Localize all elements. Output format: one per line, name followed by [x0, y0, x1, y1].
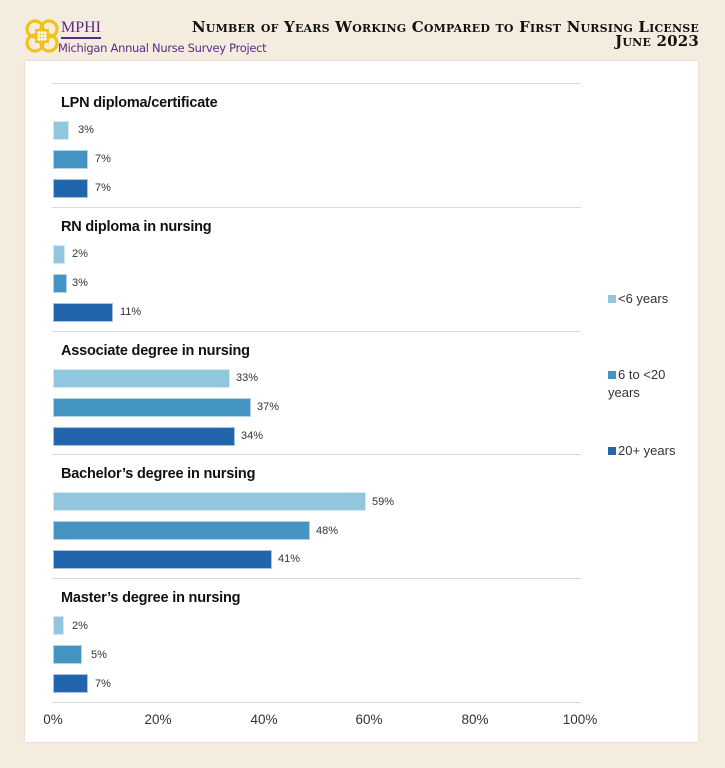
bar-value: 5% — [91, 649, 107, 661]
bar-value: 2% — [72, 248, 88, 260]
bar-value: 34% — [241, 430, 264, 442]
logo-name: MPHI — [61, 20, 102, 39]
page-title: Number of Years Working Compared to Firs… — [191, 18, 699, 50]
x-tick: 0% — [43, 712, 63, 727]
bar-value: 7% — [95, 153, 111, 165]
bar-20plus-years — [53, 427, 235, 446]
mphi-logo: MPHI Michigan Annual Nurse Survey Projec… — [24, 18, 267, 58]
bar-lt6-years — [53, 245, 65, 264]
bar-value: 3% — [78, 124, 94, 136]
bar-lt6-years — [53, 121, 69, 140]
title-line-1: Number of Years Working Compared to Firs… — [191, 18, 699, 36]
logo-subtitle: Michigan Annual Nurse Survey Project — [58, 41, 267, 55]
legend-label: <6 years — [618, 291, 669, 306]
legend-label: 20+ years — [618, 443, 676, 458]
bar-value: 3% — [72, 277, 88, 289]
group-title: Associate degree in nursing — [61, 343, 250, 359]
bar-20plus-years — [53, 179, 88, 198]
bar-6to20-years — [53, 521, 310, 540]
group-separator — [52, 331, 581, 332]
bar-value: 7% — [95, 182, 111, 194]
bar-6to20-years — [53, 274, 67, 293]
x-tick: 20% — [144, 712, 172, 727]
group-title: RN diploma in nursing — [61, 219, 212, 235]
x-tick: 80% — [461, 712, 489, 727]
bar-value: 59% — [372, 496, 395, 508]
x-tick: 60% — [355, 712, 383, 727]
bar-value: 37% — [257, 401, 280, 413]
group-separator — [52, 207, 581, 208]
bar-6to20-years — [53, 150, 88, 169]
title-line-2: June 2023 — [615, 32, 699, 50]
group-title: Bachelor’s degree in nursing — [61, 466, 256, 482]
bar-lt6-years — [53, 369, 230, 388]
chart-panel: LPN diploma/certificate 3% 7% 7% RN dipl… — [25, 61, 698, 742]
bar-value: 11% — [120, 306, 142, 318]
bar-value: 7% — [95, 678, 111, 690]
legend-label: 6 to <20 years — [608, 367, 666, 400]
bar-20plus-years — [53, 550, 272, 569]
group-title: Master’s degree in nursing — [61, 590, 241, 606]
bar-value: 48% — [316, 525, 339, 537]
axis-baseline — [52, 702, 581, 703]
group-separator — [52, 578, 581, 579]
bar-value: 41% — [278, 553, 301, 565]
bar-6to20-years — [53, 645, 82, 664]
legend-swatch-icon — [608, 295, 616, 303]
group-title: LPN diploma/certificate — [61, 95, 218, 111]
bar-20plus-years — [53, 674, 88, 693]
legend-swatch-icon — [608, 447, 616, 455]
group-separator — [52, 83, 581, 84]
bar-lt6-years — [53, 492, 366, 511]
legend-item-6to20-years: 6 to <20 years — [608, 366, 690, 402]
bar-value: 2% — [72, 620, 88, 632]
x-tick: 40% — [250, 712, 278, 727]
bar-20plus-years — [53, 303, 113, 322]
legend-swatch-icon — [608, 371, 616, 379]
legend-item-20plus-years: 20+ years — [608, 442, 708, 460]
legend-item-lt6-years: <6 years — [608, 290, 696, 308]
group-separator — [52, 454, 581, 455]
bar-6to20-years — [53, 398, 251, 417]
bar-lt6-years — [53, 616, 64, 635]
x-tick: 100% — [562, 712, 598, 727]
celtic-knot-icon — [25, 19, 59, 53]
bar-value: 33% — [236, 372, 259, 384]
